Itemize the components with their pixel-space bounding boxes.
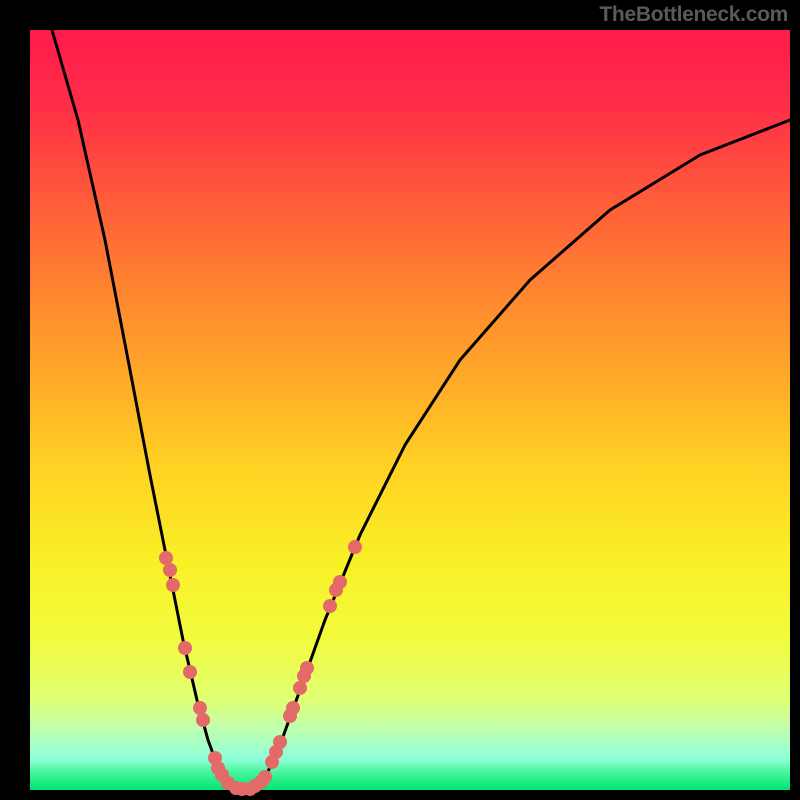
data-marker xyxy=(166,578,180,592)
data-marker xyxy=(323,599,337,613)
data-marker xyxy=(273,735,287,749)
chart-background xyxy=(30,30,790,790)
data-marker xyxy=(178,641,192,655)
data-marker xyxy=(258,770,272,784)
data-marker xyxy=(183,665,197,679)
data-marker xyxy=(286,701,300,715)
data-marker xyxy=(300,661,314,675)
data-marker xyxy=(348,540,362,554)
data-marker xyxy=(193,701,207,715)
data-marker xyxy=(196,713,210,727)
data-marker xyxy=(159,551,173,565)
data-marker xyxy=(333,575,347,589)
bottleneck-chart xyxy=(0,0,800,800)
data-marker xyxy=(293,681,307,695)
watermark-label: TheBottleneck.com xyxy=(599,3,788,27)
data-marker xyxy=(163,563,177,577)
